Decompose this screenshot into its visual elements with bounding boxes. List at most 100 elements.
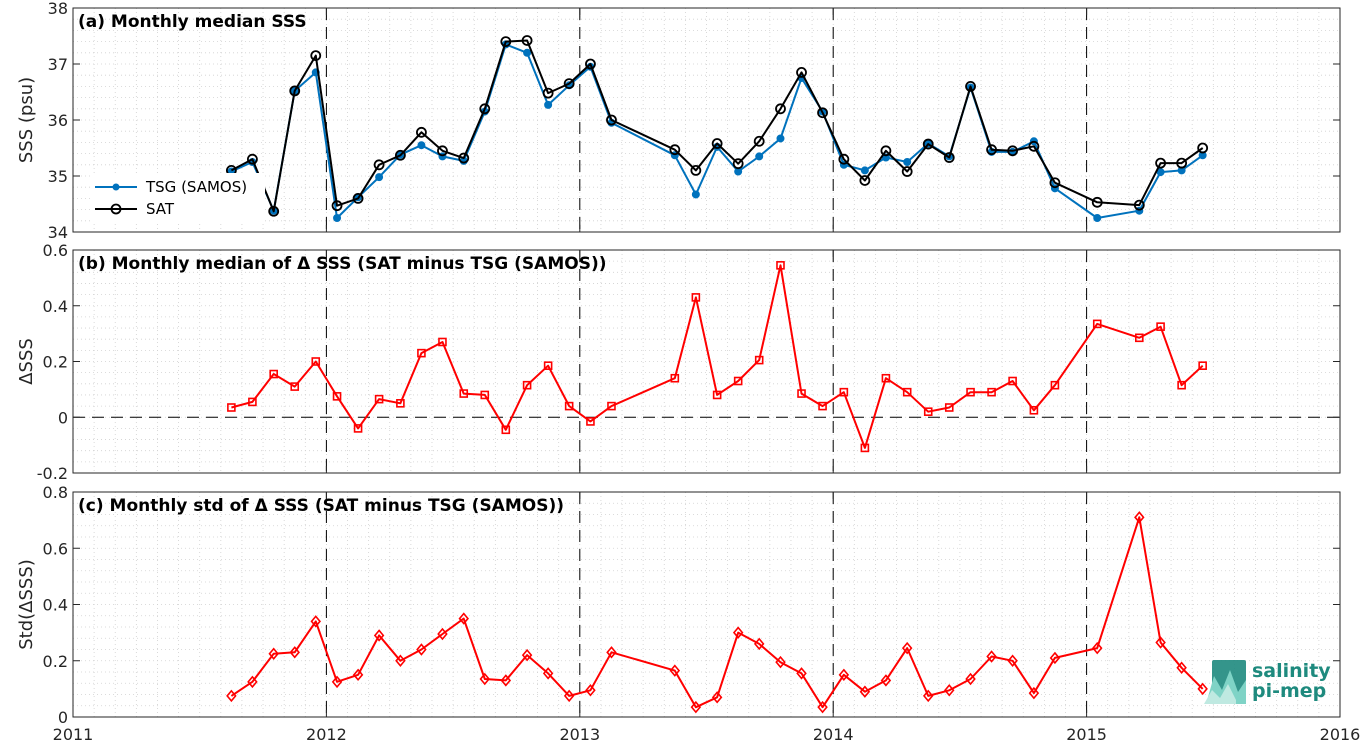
data-point [776,261,785,270]
data-point [289,646,300,659]
data-point [332,392,342,401]
data-point [754,355,764,365]
data-point [331,675,343,689]
data-point [817,107,828,119]
data-point [860,166,869,175]
plot-area [73,250,1340,473]
data-point [691,293,701,302]
data-point [373,159,385,171]
panel-title: (a) Monthly median SSS [78,12,307,32]
data-point [839,387,849,397]
data-point [775,103,786,115]
data-point [585,684,596,697]
data-point [1198,361,1207,370]
x-tick-label: 2013 [559,725,600,744]
data-point [880,145,892,157]
data-point [944,403,954,412]
y-tick-label: 0.2 [43,353,68,372]
data-point [564,401,574,411]
series-line [230,516,1204,709]
y-tick-label: -0.2 [37,464,68,483]
data-point [523,48,532,57]
data-point [670,373,680,383]
data-point [986,144,997,156]
data-point [880,674,892,687]
legend-marker [112,183,120,191]
y-tick-label: 0.4 [43,297,68,316]
data-point [352,668,364,682]
data-point [331,200,343,212]
data-point [943,152,955,163]
y-tick-label: 38 [48,0,68,18]
data-point [1156,322,1165,331]
data-point [817,700,828,714]
data-point [416,126,427,138]
data-point [227,403,236,412]
data-point [901,641,913,655]
panel-a: 34 35 36 37 38 SSS (psu) (a) Monthly median SS… [16,0,1341,242]
data-point [944,684,955,697]
data-point [859,685,871,698]
data-point [479,672,491,686]
series-line [231,264,1204,449]
data-point [268,647,279,660]
data-point [966,387,975,397]
data-point [1155,636,1166,649]
data-point [480,390,490,400]
data-point [1093,214,1102,222]
logo-line2: pi-mep [1252,680,1326,702]
data-point [373,629,385,642]
y-tick-label: 0.2 [43,652,68,671]
y-tick-label: 0 [58,708,68,727]
logo-line1: salinity [1252,660,1331,682]
data-point [1049,651,1061,665]
data-point [269,369,278,379]
data-point [669,144,681,156]
data-point [522,380,532,390]
data-point [1007,654,1018,667]
data-point [395,654,406,667]
series-0 [227,261,1207,453]
data-point [922,138,934,150]
grid [72,491,1341,718]
data-point [1028,686,1040,700]
data-point [437,627,448,641]
data-point [1049,177,1061,189]
y-tick-label: 0.8 [43,483,68,502]
data-point [437,145,448,157]
data-point [542,667,554,680]
data-point [1092,319,1102,329]
x-tick-label: 2014 [813,725,854,744]
panel-c: 0 0.2 0.4 0.6 0.8 2011 2012 2013 2014 2015 2016 Std… [16,483,1360,744]
legend-label: SAT [146,200,175,218]
data-point [965,81,976,92]
y-tick-label: 35 [48,167,68,186]
data-point [310,615,322,628]
data-point [438,337,447,347]
y-tick-label: 0.4 [43,596,68,615]
data-point [1091,196,1103,208]
x-tick-label: 2011 [53,725,94,744]
data-point [268,205,280,217]
data-point [796,667,807,680]
series-line [230,39,1204,213]
data-point [607,401,616,411]
data-point [753,135,765,147]
data-point [753,637,765,651]
data-point [1197,142,1209,154]
x-tick-label: 2015 [1066,725,1107,744]
data-point [859,175,871,186]
data-point [732,626,744,639]
data-point [797,389,806,398]
panel-title: (b) Monthly median of Δ SSS (SAT minus T… [78,254,607,274]
y-tick-label: 34 [48,223,68,242]
data-point [1176,157,1188,169]
data-point [353,424,363,433]
data-point [903,158,912,166]
data-point [711,691,723,704]
data-point [606,646,617,659]
data-point [1133,199,1145,211]
y-axis-label: ΔSSS [16,338,37,385]
x-tick-label: 2016 [1320,725,1361,744]
